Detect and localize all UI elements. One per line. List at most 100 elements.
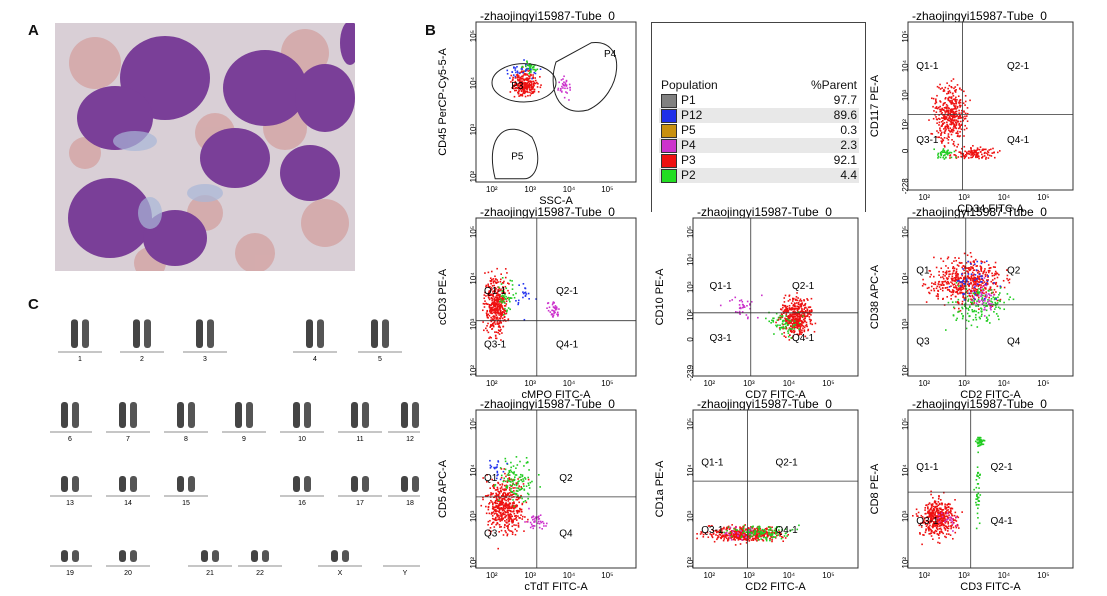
data-point (512, 499, 514, 501)
data-point (989, 286, 992, 288)
data-point (951, 507, 954, 510)
data-point (950, 291, 953, 293)
data-point (510, 478, 513, 480)
data-point (788, 328, 790, 331)
data-point (932, 105, 934, 108)
data-point (508, 516, 510, 518)
data-point (944, 117, 947, 120)
data-point (955, 108, 957, 110)
data-point (938, 518, 941, 521)
data-point (995, 297, 997, 299)
data-point (992, 291, 994, 294)
data-point (941, 512, 943, 515)
data-point (933, 287, 935, 290)
data-point (948, 99, 950, 102)
data-point (940, 134, 942, 137)
data-point (498, 330, 501, 332)
data-point (942, 109, 945, 111)
data-point (517, 494, 519, 497)
data-point (501, 306, 504, 309)
data-point (942, 514, 945, 517)
data-point (973, 310, 975, 313)
data-point (949, 91, 952, 94)
gate-label: P5 (511, 152, 524, 163)
data-point (494, 306, 497, 308)
data-point (782, 326, 785, 328)
data-point (516, 65, 518, 68)
data-point (973, 488, 975, 491)
data-point (930, 490, 932, 493)
data-point (774, 530, 777, 533)
data-point (493, 467, 496, 470)
data-point (500, 273, 502, 275)
data-point (734, 296, 737, 299)
data-point (508, 480, 511, 482)
data-point (785, 325, 787, 328)
data-point (774, 537, 777, 539)
data-point (524, 287, 526, 289)
data-point (955, 105, 957, 107)
data-point (492, 503, 494, 506)
data-point (776, 534, 778, 537)
data-point (975, 498, 977, 500)
data-point (507, 307, 510, 309)
data-point (504, 276, 507, 279)
data-point (506, 474, 509, 476)
data-point (553, 310, 555, 312)
data-point (967, 300, 969, 302)
data-point (972, 284, 975, 286)
data-point (741, 301, 744, 303)
data-point (493, 466, 495, 469)
data-point (796, 327, 799, 329)
data-point (766, 531, 769, 534)
data-point (744, 524, 746, 526)
data-point (977, 293, 979, 296)
data-point (980, 299, 983, 301)
data-point (522, 78, 525, 81)
data-point (942, 90, 945, 92)
data-point (513, 296, 516, 299)
data-point (747, 533, 749, 536)
data-point (933, 110, 935, 112)
data-point (948, 511, 950, 513)
data-point (971, 290, 974, 292)
data-point (503, 468, 506, 470)
data-point (984, 273, 987, 276)
data-point (943, 150, 946, 152)
data-point (497, 510, 500, 513)
data-point (956, 105, 959, 108)
data-point (493, 513, 496, 515)
data-point (515, 516, 518, 519)
data-point (738, 537, 741, 539)
data-point (507, 472, 510, 475)
data-point (931, 512, 933, 514)
data-point (979, 474, 981, 477)
data-point (712, 532, 715, 535)
data-point (503, 498, 506, 501)
data-point (955, 268, 958, 270)
data-point (919, 533, 921, 535)
data-point (723, 526, 725, 529)
data-point (498, 307, 500, 310)
data-point (991, 291, 993, 294)
data-point (518, 517, 520, 519)
data-point (940, 120, 943, 123)
data-point (959, 151, 962, 154)
y-tick-label: 10⁵ (686, 226, 695, 238)
data-point (498, 516, 500, 519)
data-point (502, 507, 504, 509)
data-point (725, 534, 727, 537)
data-point (985, 291, 987, 293)
data-point (510, 507, 513, 510)
data-point (521, 70, 523, 72)
data-point (500, 315, 503, 317)
data-point (497, 319, 500, 321)
data-point (523, 92, 526, 95)
data-point (490, 282, 493, 285)
data-point (487, 322, 489, 325)
data-point (950, 521, 953, 524)
data-point (508, 509, 511, 512)
data-point (938, 286, 941, 288)
data-point (733, 531, 736, 533)
data-point (525, 79, 528, 81)
